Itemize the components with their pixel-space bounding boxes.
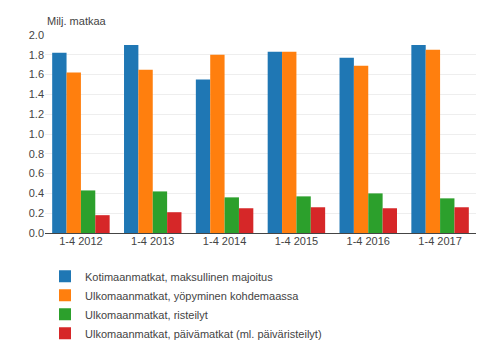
svg-text:1.4: 1.4 xyxy=(29,88,44,100)
svg-text:Ulkomaanmatkat, yöpyminen kohd: Ulkomaanmatkat, yöpyminen kohdemaassa xyxy=(85,290,299,302)
svg-text:1-4 2015: 1-4 2015 xyxy=(275,235,318,247)
svg-text:Kotimaanmatkat, maksullinen ma: Kotimaanmatkat, maksullinen majoitus xyxy=(85,271,273,283)
svg-text:1-4 2016: 1-4 2016 xyxy=(347,235,390,247)
svg-text:Ulkomaanmatkat, päivämatkat (m: Ulkomaanmatkat, päivämatkat (ml. päiväri… xyxy=(85,328,322,340)
svg-text:1.0: 1.0 xyxy=(29,128,44,140)
svg-text:1.8: 1.8 xyxy=(29,49,44,61)
svg-text:0.4: 0.4 xyxy=(29,187,44,199)
svg-text:0.6: 0.6 xyxy=(29,167,44,179)
svg-text:1-4 2012: 1-4 2012 xyxy=(59,235,102,247)
svg-text:Milj. matkaa: Milj. matkaa xyxy=(47,15,107,27)
svg-text:0.0: 0.0 xyxy=(29,227,44,239)
svg-text:1-4 2017: 1-4 2017 xyxy=(418,235,461,247)
svg-text:1.6: 1.6 xyxy=(29,68,44,80)
svg-text:0.8: 0.8 xyxy=(29,148,44,160)
svg-text:1-4 2013: 1-4 2013 xyxy=(131,235,174,247)
svg-text:1.2: 1.2 xyxy=(29,108,44,120)
svg-text:1-4 2014: 1-4 2014 xyxy=(203,235,246,247)
svg-text:Ulkomaanmatkat, risteilyt: Ulkomaanmatkat, risteilyt xyxy=(85,309,208,321)
svg-text:2.0: 2.0 xyxy=(29,29,44,41)
svg-text:0.2: 0.2 xyxy=(29,207,44,219)
